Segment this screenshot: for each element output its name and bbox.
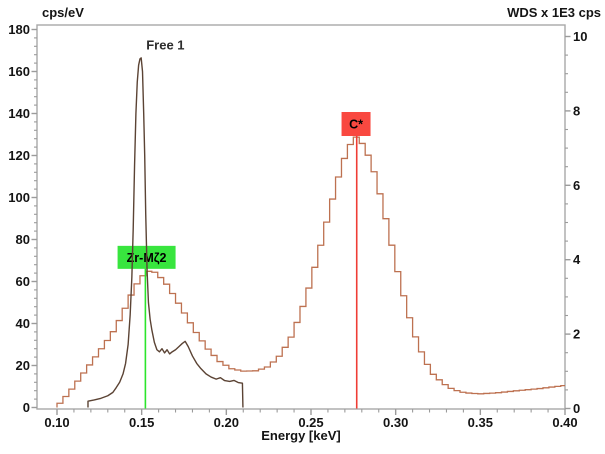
free1-annotation: Free 1 bbox=[146, 37, 184, 52]
left-tick-label: 120 bbox=[8, 148, 30, 163]
axes: 0.10 0.15 0.20 0.25 0.30 0.35 0.40020406080100… bbox=[8, 22, 587, 430]
c-label: C* bbox=[349, 118, 363, 132]
left-tick-label: 100 bbox=[8, 190, 30, 205]
right-tick-label: 2 bbox=[573, 327, 580, 342]
x-axis-title: Energy [keV] bbox=[261, 428, 341, 443]
left-tick-label: 160 bbox=[8, 64, 30, 79]
right-tick-label: 4 bbox=[573, 252, 581, 267]
x-tick-label: 0.10 bbox=[44, 415, 69, 430]
left-tick-label: 40 bbox=[16, 316, 30, 331]
wds-scan-curve bbox=[87, 57, 244, 408]
left-tick-label: 0 bbox=[23, 400, 30, 415]
c-label-bg bbox=[341, 112, 371, 136]
left-tick-label: 180 bbox=[8, 22, 30, 37]
left-tick-label: 140 bbox=[8, 106, 30, 121]
right-tick-label: 6 bbox=[573, 178, 580, 193]
right-axis-title: WDS x 1E3 cps bbox=[507, 5, 601, 20]
x-tick-label: 0.40 bbox=[552, 415, 577, 430]
left-tick-label: 20 bbox=[16, 358, 30, 373]
left-axis-title: cps/eV bbox=[42, 5, 84, 20]
x-tick-label: 0.25 bbox=[298, 415, 323, 430]
x-tick-label: 0.30 bbox=[383, 415, 408, 430]
x-tick-label: 0.15 bbox=[129, 415, 154, 430]
x-tick-label: 0.20 bbox=[214, 415, 239, 430]
right-tick-label: 10 bbox=[573, 29, 587, 44]
right-tick-label: 0 bbox=[573, 401, 580, 416]
x-tick-label: 0.35 bbox=[468, 415, 493, 430]
left-tick-label: 80 bbox=[16, 232, 30, 247]
right-tick-label: 8 bbox=[573, 103, 580, 118]
eds-spectrum-curve bbox=[56, 136, 565, 408]
left-tick-label: 60 bbox=[16, 274, 30, 289]
